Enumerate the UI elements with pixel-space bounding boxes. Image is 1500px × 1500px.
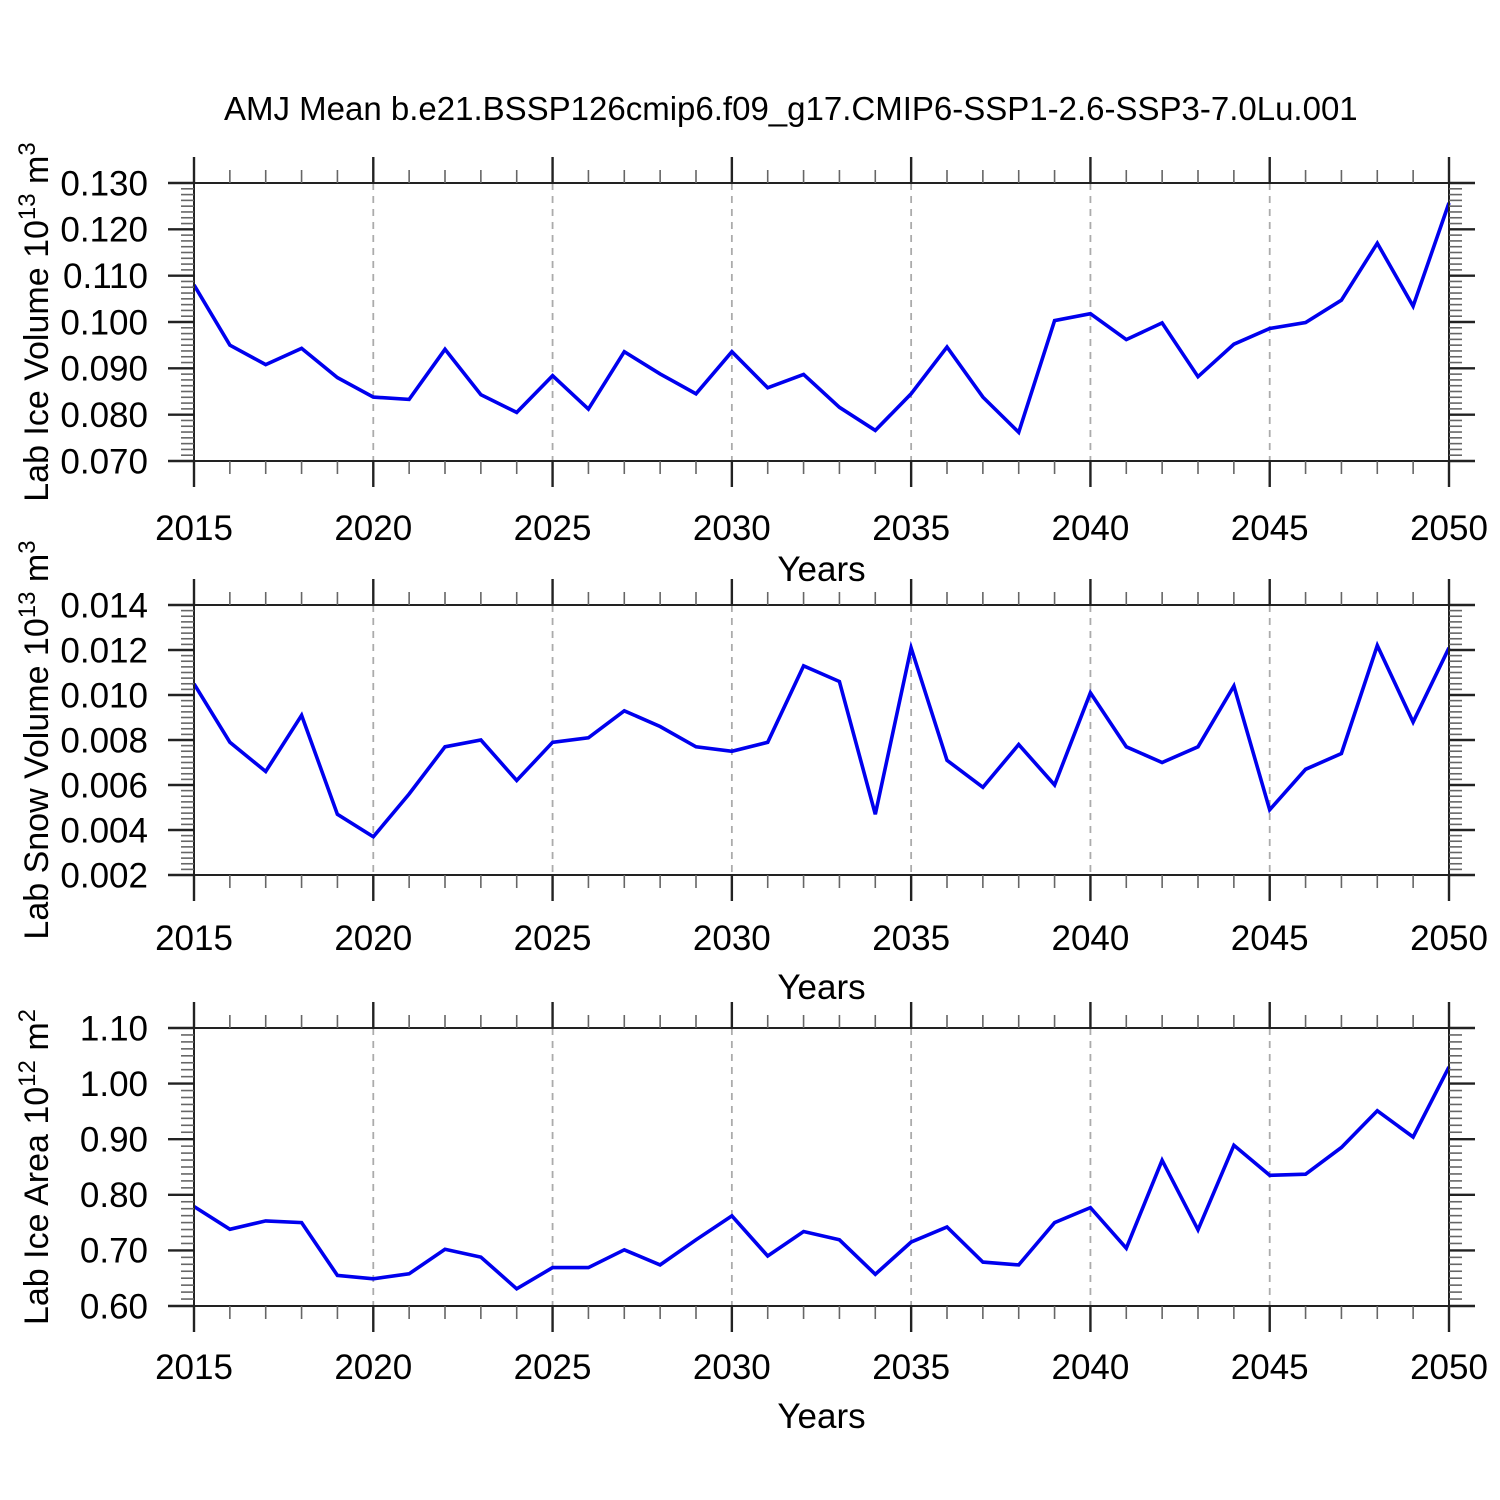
x-tick-label: 2035 — [872, 919, 950, 958]
x-tick-label: 2025 — [514, 509, 592, 548]
y-tick-label: 0.70 — [80, 1232, 148, 1271]
series-line — [192, 640, 1451, 840]
x-tick-label: 2035 — [872, 509, 950, 548]
y-tick-label: 0.010 — [60, 676, 148, 715]
y-axis-title: Lab Ice Area 1012 m2 — [14, 1009, 56, 1325]
x-tick-label: 2030 — [693, 919, 771, 958]
y-tick-label: 0.130 — [60, 164, 148, 203]
y-tick-label: 0.90 — [80, 1120, 148, 1159]
y-tick-label: 0.002 — [60, 856, 148, 895]
x-tick-label: 2045 — [1231, 1348, 1309, 1387]
y-axis-title: Lab Ice Volume 1013 m3 — [14, 142, 56, 502]
x-tick-label: 2050 — [1410, 1348, 1488, 1387]
x-tick-label: 2050 — [1410, 509, 1488, 548]
y-tick-label: 0.006 — [60, 766, 148, 805]
y-tick-label: 0.014 — [60, 586, 148, 625]
plot-frame — [193, 182, 1450, 462]
panel-3: 0.60 0.70 0.80 0.90 1.00 1.10 2015 2020 2025 2030… — [14, 1002, 1488, 1436]
x-axis-title: Years — [777, 1397, 865, 1436]
y-tick-label: 0.60 — [80, 1287, 148, 1326]
panel-1: 0.070 0.080 0.090 0.100 0.110 0.120 0.130 2015 2… — [14, 142, 1488, 589]
x-tick-label: 2040 — [1051, 1348, 1129, 1387]
figure-title: AMJ Mean b.e21.BSSP126cmip6.f09_g17.CMIP… — [224, 90, 1358, 127]
y-tick-label: 0.80 — [80, 1176, 148, 1215]
x-tick-label: 2015 — [155, 919, 233, 958]
y-tick-label: 0.004 — [60, 811, 148, 850]
x-tick-label: 2020 — [334, 1348, 412, 1387]
x-tick-label: 2015 — [155, 509, 233, 548]
x-tick-label: 2015 — [155, 1348, 233, 1387]
x-tick-label: 2035 — [872, 1348, 950, 1387]
y-tick-label: 0.070 — [60, 442, 148, 481]
x-axis-title: Years — [777, 550, 865, 589]
x-tick-label: 2030 — [693, 509, 771, 548]
y-tick-label: 1.10 — [80, 1009, 148, 1048]
x-tick-label: 2025 — [514, 919, 592, 958]
series-line — [192, 202, 1451, 436]
x-tick-label: 2025 — [514, 1348, 592, 1387]
y-tick-label: 1.00 — [80, 1065, 148, 1104]
y-tick-label: 0.100 — [60, 303, 148, 342]
x-tick-label: 2020 — [334, 919, 412, 958]
plot-frame — [193, 604, 1450, 876]
x-tick-label: 2045 — [1231, 919, 1309, 958]
y-tick-label: 0.012 — [60, 631, 148, 670]
x-tick-label: 2040 — [1051, 919, 1129, 958]
y-axis-title: Lab Snow Volume 1013 m3 — [14, 540, 56, 939]
x-tick-label: 2045 — [1231, 509, 1309, 548]
y-tick-label: 0.090 — [60, 350, 148, 389]
x-tick-label: 2020 — [334, 509, 412, 548]
y-tick-label: 0.110 — [63, 257, 148, 296]
y-tick-label: 0.008 — [60, 721, 148, 760]
y-tick-label: 0.080 — [60, 396, 148, 435]
y-tick-label: 0.120 — [60, 211, 148, 250]
x-tick-label: 2040 — [1051, 509, 1129, 548]
x-tick-label: 2050 — [1410, 919, 1488, 958]
x-axis-title: Years — [777, 968, 865, 1007]
series-line — [193, 1066, 1451, 1292]
panel-2: 0.002 0.004 0.006 0.008 0.010 0.012 0.014 2015 2… — [14, 540, 1488, 1007]
x-tick-label: 2030 — [693, 1348, 771, 1387]
